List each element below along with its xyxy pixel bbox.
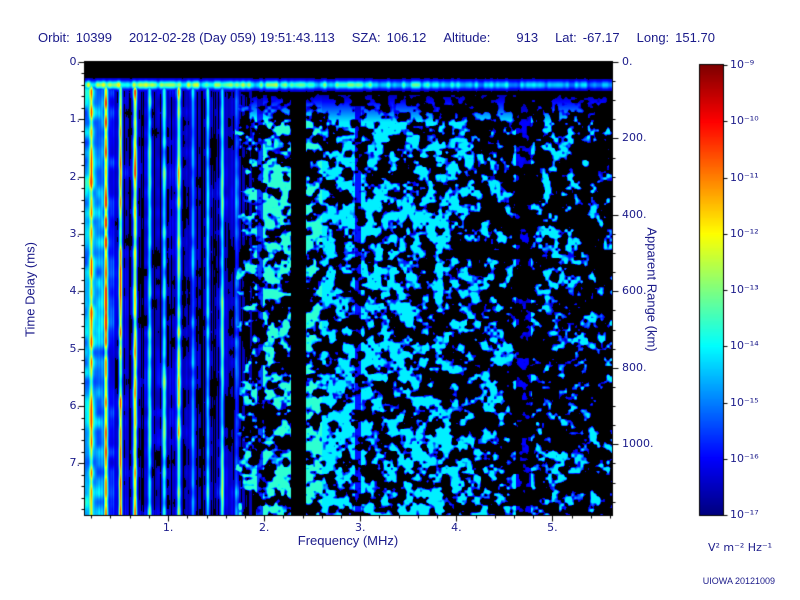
sza-value: 106.12: [386, 30, 427, 45]
watermark: UIOWA 20121009: [702, 576, 775, 586]
apparent-range-tick-label: 600.: [622, 284, 647, 298]
time-delay-tick-label: 6.: [69, 399, 81, 413]
colorbar-tick-label: 10⁻⁹: [730, 58, 755, 71]
colorbar-tick-label: 10⁻¹⁰: [730, 114, 759, 128]
colorbar-tick-label: 10⁻¹²: [730, 226, 759, 240]
orbit-value: 10399: [75, 30, 112, 45]
orbit-label: Orbit:: [38, 30, 70, 45]
frequency-tick-label: 2.: [258, 521, 270, 534]
time-delay-tick-label: 0.: [69, 55, 81, 68]
header: Orbit: 10399 2012-02-28 (Day 059) 19:51:43…: [38, 30, 715, 45]
colorbar-tick-label: 10⁻¹⁶: [730, 451, 759, 465]
long-value: 151.70: [675, 30, 715, 45]
apparent-range-tick-label: 800.: [622, 360, 647, 374]
frequency-tick-label: 3.: [355, 521, 366, 534]
altitude-label: Altitude:: [443, 30, 491, 45]
lat-value: -67.17: [582, 30, 620, 45]
frequency-tick-label: 1.: [162, 521, 174, 534]
colorbar-tick-label: 10⁻¹⁴: [730, 339, 759, 353]
colorbar-tick-label: 10⁻¹¹: [730, 170, 759, 184]
time-delay-tick-label: 7.: [69, 456, 81, 470]
lat-label: Lat:: [555, 30, 577, 45]
time-delay-tick-label: 2.: [69, 169, 81, 183]
time-delay-tick-label: 4.: [69, 284, 81, 298]
apparent-range-tick-label: 400.: [622, 207, 647, 221]
colorbar-tick-label: 10⁻¹⁵: [730, 395, 759, 409]
colorbar-unit-label: V² m⁻² Hz⁻¹: [707, 541, 773, 554]
apparent-range-tick-label: 0.: [622, 55, 633, 68]
long-label: Long:: [636, 30, 670, 45]
x-axis-title: Frequency (MHz): [297, 533, 399, 548]
time-delay-tick-label: 5.: [69, 341, 81, 355]
apparent-range-tick-label: 200.: [622, 131, 647, 145]
apparent-range-tick-label: 1000.: [622, 437, 654, 451]
colorbar-tick-label: 10⁻¹⁷: [730, 508, 759, 521]
time-delay-tick-label: 1.: [69, 112, 81, 126]
time-delay-tick-label: 3.: [69, 227, 81, 241]
frequency-tick-label: 4.: [451, 521, 462, 534]
datetime-value: 2012-02-28 (Day 059) 19:51:43.113: [128, 30, 335, 45]
colorbar-tick-label: 10⁻¹³: [730, 283, 759, 296]
y-axis-title-time-delay: Time Delay (ms): [22, 242, 38, 337]
frequency-tick-label: 5.: [547, 521, 558, 534]
altitude-value: 913: [516, 30, 539, 45]
sza-label: SZA:: [351, 30, 381, 45]
